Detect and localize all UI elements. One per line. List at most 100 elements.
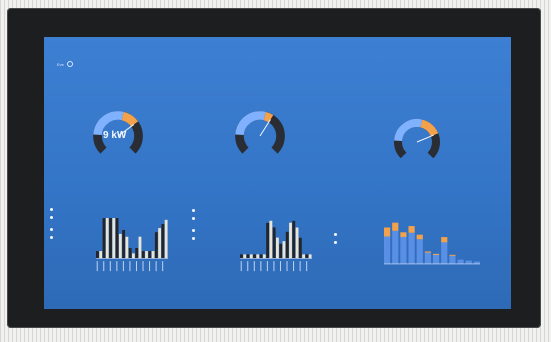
chart-tick-label xyxy=(116,261,118,272)
brand-text: Eve xyxy=(57,62,64,67)
chart-bar xyxy=(161,223,165,259)
stacked-bar-orange xyxy=(449,254,456,256)
legend-1-swatch-3 xyxy=(50,228,53,231)
chart-tick-label xyxy=(240,261,242,272)
chart-bar xyxy=(102,218,106,259)
chart-tick-label xyxy=(293,261,295,272)
gauge-1-value: 9 kW xyxy=(103,130,127,141)
stacked-bar-orange xyxy=(433,253,440,256)
chart-bar xyxy=(302,254,306,259)
chart-tick-label xyxy=(162,261,164,272)
chart-tick-label xyxy=(122,261,124,272)
gauge-orange-segment xyxy=(420,119,439,137)
chart-bar xyxy=(295,227,299,259)
stacked-bar-blue xyxy=(457,259,464,264)
legend-2-swatch-4 xyxy=(192,237,195,240)
chart-bar xyxy=(135,247,139,259)
chart-bar xyxy=(122,229,126,259)
chart-bar xyxy=(112,218,116,259)
stacked-bar-orange xyxy=(408,226,415,233)
gauge-orange-segment xyxy=(263,111,274,123)
chart-tick-label xyxy=(109,261,111,272)
chart-bar xyxy=(292,220,296,259)
chart-bar xyxy=(269,220,273,259)
chart-tick-label xyxy=(155,261,157,272)
chart-tick-label xyxy=(103,261,105,272)
brand-circle-logo-icon xyxy=(67,61,74,67)
chart-bar xyxy=(240,254,243,259)
chart-bar xyxy=(128,248,132,259)
chart-bar xyxy=(132,253,135,259)
gauge-blue-segment xyxy=(235,111,266,136)
chart-bar xyxy=(243,254,247,259)
chart-bar xyxy=(141,251,145,259)
stacked-bar-orange xyxy=(416,234,423,240)
chart-bar xyxy=(145,251,148,259)
chart-bar xyxy=(298,237,302,259)
chart-bar xyxy=(259,254,263,259)
legend-1-swatch-4 xyxy=(50,236,53,239)
panel-2-legend xyxy=(192,209,218,249)
legend-1-swatch-2 xyxy=(50,216,53,219)
chart-bar xyxy=(285,231,289,259)
chart-bar xyxy=(282,241,286,259)
legend-3-swatch-2 xyxy=(334,241,337,244)
chart-tick-label xyxy=(260,261,262,272)
gauge-blue-segment xyxy=(93,111,124,136)
chart-bar xyxy=(164,219,168,259)
stacked-bar-blue xyxy=(465,260,472,264)
chart-bar xyxy=(272,227,276,259)
chart-bar xyxy=(154,232,158,259)
panel-3-chart xyxy=(384,222,480,265)
panel-1-legend xyxy=(50,208,76,248)
chart-tick-label xyxy=(306,261,308,272)
dashboard-screen: Eve 9 kW xyxy=(44,37,511,309)
chart-bar xyxy=(148,251,152,259)
chart-bar xyxy=(266,222,270,259)
panel-3-legend xyxy=(334,233,360,253)
chart-bar xyxy=(305,254,309,259)
chart-tick-label xyxy=(135,261,137,272)
chart-bar xyxy=(246,254,250,259)
gauge-needle xyxy=(117,124,135,137)
legend-1-swatch-1 xyxy=(50,208,53,211)
chart-tick-label xyxy=(253,261,255,272)
brand-logo: Eve xyxy=(57,61,74,67)
chart-bar xyxy=(289,222,292,259)
chart-bar xyxy=(308,254,312,259)
chart-bar xyxy=(99,251,103,259)
stacked-bar-blue xyxy=(449,255,456,264)
stacked-bar-orange xyxy=(424,251,431,253)
chart-bar xyxy=(105,218,109,259)
gauge-3 xyxy=(394,119,440,159)
chart-tick-label xyxy=(149,261,151,272)
chart-bar xyxy=(115,218,119,259)
gauge-orange-segment xyxy=(121,111,139,127)
legend-3-swatch-1 xyxy=(334,233,337,236)
gauge-needle xyxy=(259,119,271,137)
stacked-bar-blue xyxy=(433,255,440,264)
chart-bar xyxy=(276,237,279,259)
panel-2-chart xyxy=(240,220,312,272)
chart-tick-label xyxy=(266,261,268,272)
chart-bar xyxy=(125,236,129,259)
chart-bar xyxy=(249,254,253,259)
legend-2-swatch-2 xyxy=(192,217,195,220)
chart-tick-label xyxy=(286,261,288,272)
gauge-needle xyxy=(416,134,434,143)
gauge-blue-segment xyxy=(394,119,423,142)
chart-tick-label xyxy=(142,261,144,272)
stacked-bar-blue xyxy=(441,242,448,264)
stacked-bar-blue xyxy=(473,261,480,264)
chart-bar xyxy=(262,254,266,259)
chart-bar xyxy=(151,251,155,259)
stacked-bar-orange xyxy=(400,232,407,237)
chart-bar xyxy=(109,218,112,259)
chart-tick-label xyxy=(299,261,301,272)
chart-bar xyxy=(253,254,256,259)
stacked-bar-blue xyxy=(416,239,423,264)
panel-1-chart xyxy=(96,218,168,272)
stacked-bar-orange xyxy=(392,222,399,231)
chart-bar xyxy=(96,251,99,259)
legend-2-swatch-1 xyxy=(192,209,195,212)
